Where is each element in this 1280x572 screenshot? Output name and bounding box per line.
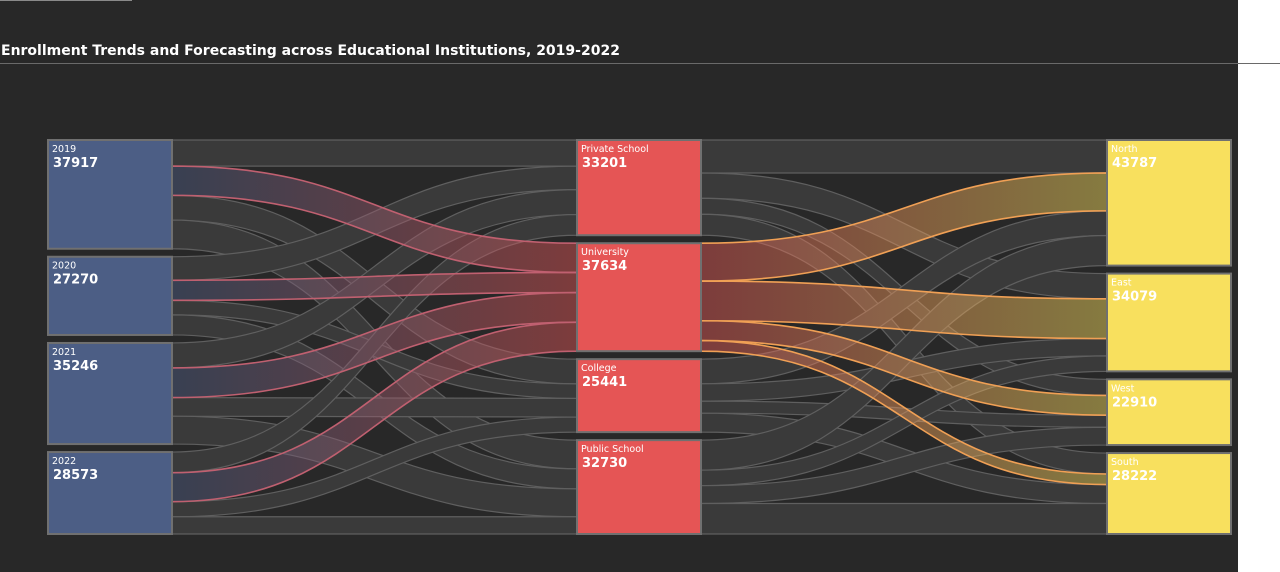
- node-value-north: 43787: [1112, 156, 1157, 171]
- node-value-2021: 35246: [53, 359, 98, 374]
- node-label-2021: 2021: [52, 347, 76, 358]
- node-private[interactable]: [576, 139, 702, 237]
- node-value-east: 34079: [1112, 290, 1157, 305]
- node-label-north: North: [1111, 144, 1138, 155]
- node-college[interactable]: [576, 358, 702, 434]
- node-label-university: University: [581, 247, 629, 258]
- node-label-east: East: [1111, 278, 1132, 289]
- links-layer: [171, 139, 1108, 535]
- link-public-to-south[interactable]: [700, 502, 1108, 535]
- node-label-college: College: [581, 363, 617, 374]
- link-2022-to-public[interactable]: [171, 516, 578, 535]
- node-value-south: 28222: [1112, 469, 1157, 484]
- node-2019[interactable]: [47, 139, 173, 250]
- link-2019-to-private[interactable]: [171, 139, 578, 167]
- node-2022[interactable]: [47, 451, 173, 535]
- node-value-private: 33201: [582, 156, 627, 171]
- chart-title: Enrollment Trends and Forecasting across…: [1, 43, 620, 59]
- node-south[interactable]: [1106, 452, 1232, 535]
- node-west[interactable]: [1106, 378, 1232, 447]
- link-private-to-north[interactable]: [700, 139, 1108, 174]
- node-2020[interactable]: [47, 255, 173, 336]
- node-north[interactable]: [1106, 139, 1232, 267]
- node-label-south: South: [1111, 457, 1139, 468]
- node-public[interactable]: [576, 439, 702, 535]
- nodes-layer: [47, 139, 1232, 535]
- title-divider: [0, 63, 1280, 64]
- node-2021[interactable]: [47, 341, 173, 446]
- node-value-university: 37634: [582, 259, 627, 274]
- node-value-2020: 27270: [53, 273, 98, 288]
- node-university[interactable]: [576, 242, 702, 353]
- node-label-public: Public School: [581, 444, 644, 455]
- top-edge-bar: [0, 0, 132, 1]
- node-label-2020: 2020: [52, 261, 76, 272]
- node-label-west: West: [1111, 383, 1135, 394]
- node-value-2019: 37917: [53, 156, 98, 171]
- node-label-2019: 2019: [52, 144, 76, 155]
- node-label-2022: 2022: [52, 456, 76, 467]
- node-value-west: 22910: [1112, 395, 1157, 410]
- node-value-2022: 28573: [53, 468, 98, 483]
- node-value-public: 32730: [582, 456, 627, 471]
- node-label-private: Private School: [581, 144, 649, 155]
- node-east[interactable]: [1106, 272, 1232, 373]
- node-value-college: 25441: [582, 375, 627, 390]
